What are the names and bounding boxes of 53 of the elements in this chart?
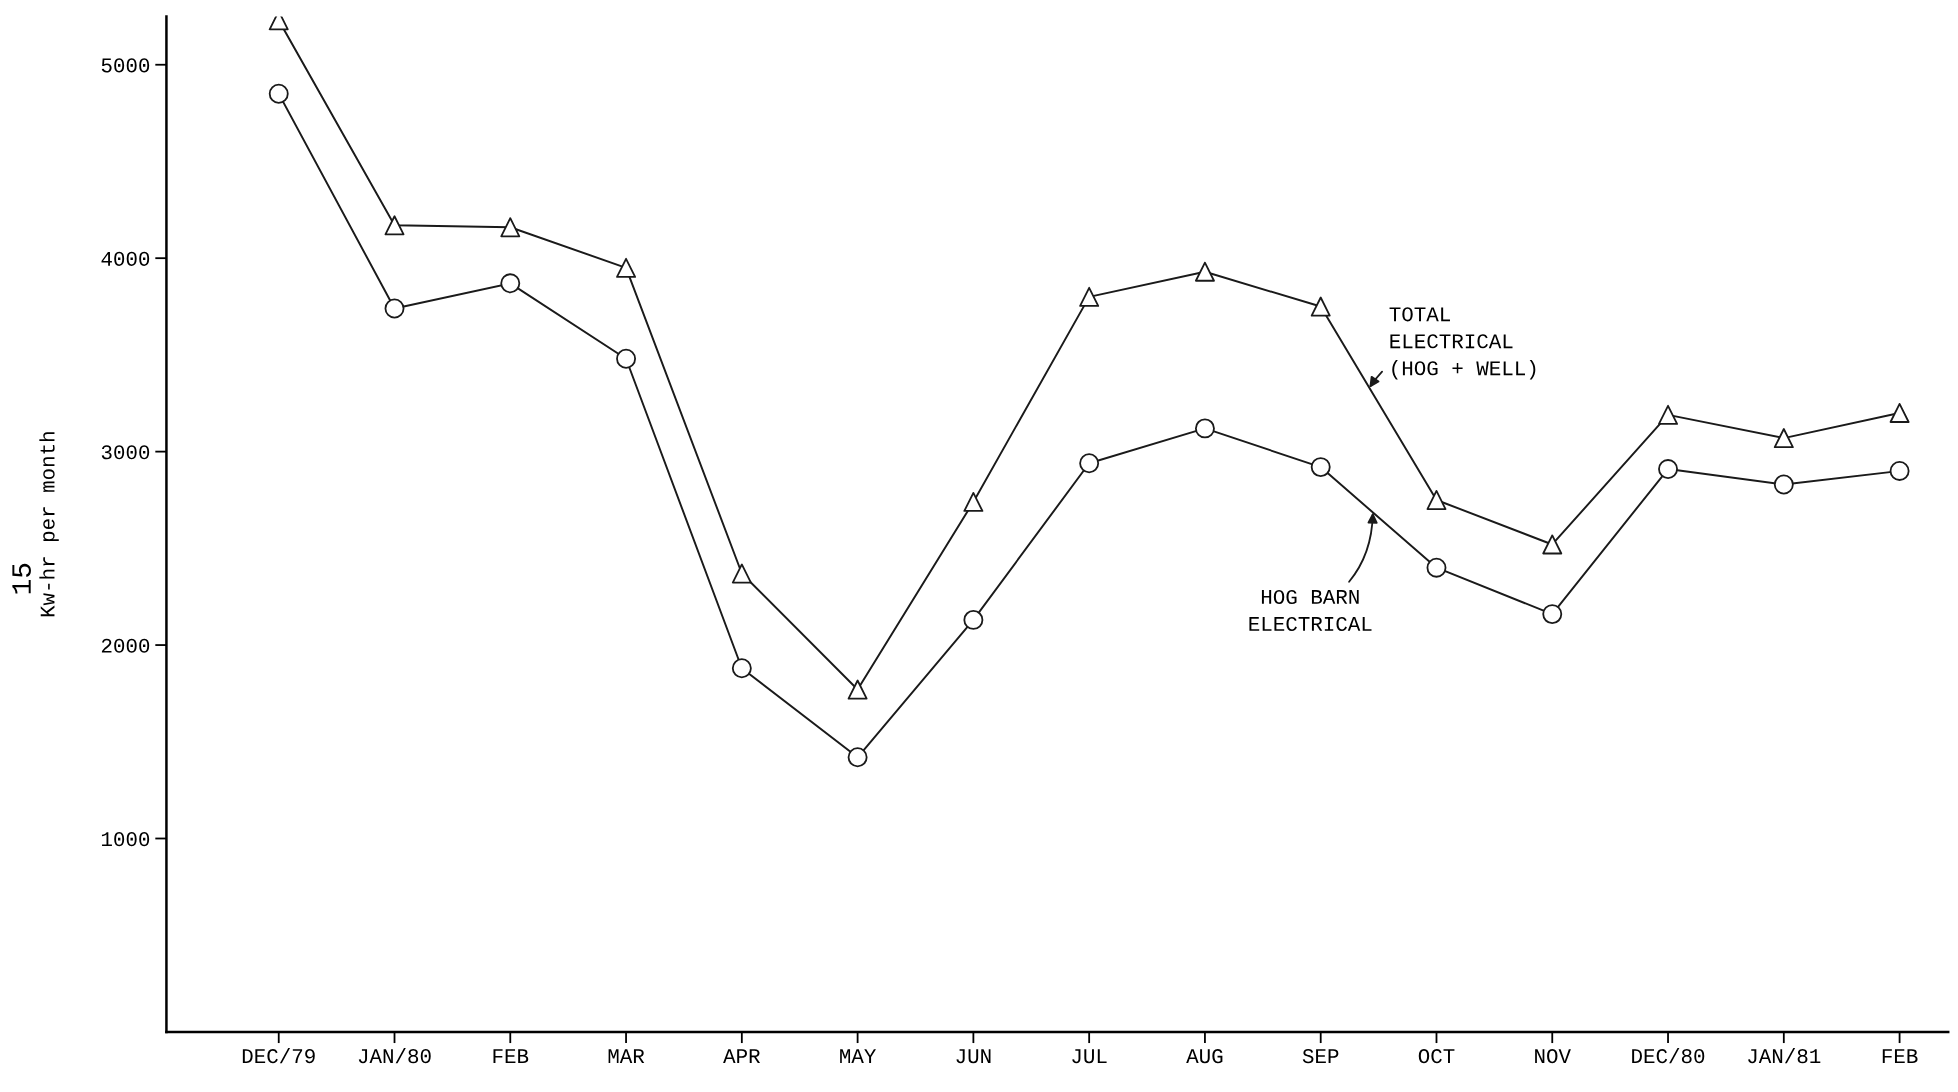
y-tick-label: 5000 (101, 58, 150, 73)
x-tick-label: FEB (493, 1049, 529, 1064)
point (1194, 418, 1215, 439)
x-tick-label: NOV (1535, 1049, 1571, 1064)
x-tick-label: DEC/80 (1632, 1047, 1705, 1064)
point (1658, 459, 1678, 479)
x-tick-label: MAY (840, 1049, 876, 1064)
x-tick-label: JUN (956, 1049, 991, 1064)
point (384, 298, 405, 319)
point (963, 491, 984, 512)
point (1542, 604, 1563, 625)
point (1079, 453, 1100, 474)
x-tick-label: SEP (1302, 1049, 1339, 1064)
point (384, 215, 405, 236)
x-tick-label: OCT (1418, 1049, 1455, 1064)
point (1426, 557, 1447, 578)
point (500, 217, 521, 238)
point (1658, 404, 1678, 425)
point (1773, 428, 1794, 449)
x-tick-label: JAN/81 (1748, 1047, 1821, 1064)
point (1079, 286, 1100, 307)
point (1310, 457, 1331, 478)
text: HOG BARN ELECTRICAL (1249, 589, 1372, 632)
point (847, 747, 868, 768)
y-axis-title: Kw-hr per month (39, 432, 59, 617)
point (1310, 296, 1331, 317)
x-tick-label: JUL (1072, 1049, 1107, 1064)
y-tick-label: 3000 (101, 445, 150, 460)
x-tick-label: AUG (1186, 1049, 1223, 1064)
x-tick-label: DEC/79 (242, 1047, 315, 1064)
series-label: TOTAL ELECTRICAL (HOG + WELL) (1389, 307, 1536, 380)
point (731, 563, 752, 584)
y-tick-label: 4000 (101, 251, 150, 266)
x-tick-label: FEB (1882, 1049, 1918, 1064)
y-tick-label: 1000 (101, 832, 150, 847)
point (1542, 534, 1563, 555)
point (1889, 402, 1910, 423)
x-tick-label: MAR (608, 1049, 645, 1064)
point (268, 83, 289, 104)
text: 15 (12, 563, 31, 594)
point (1773, 474, 1794, 495)
point (1426, 490, 1447, 510)
x-tick-label: APR (723, 1049, 761, 1064)
point (1194, 261, 1215, 282)
point (847, 679, 868, 700)
x-tick-label: JAN/80 (358, 1047, 431, 1064)
point (500, 273, 521, 294)
point (963, 609, 984, 630)
point (616, 348, 637, 369)
y-tick-label: 2000 (101, 638, 150, 653)
point (731, 658, 752, 679)
point (616, 257, 637, 278)
point (1889, 461, 1910, 481)
